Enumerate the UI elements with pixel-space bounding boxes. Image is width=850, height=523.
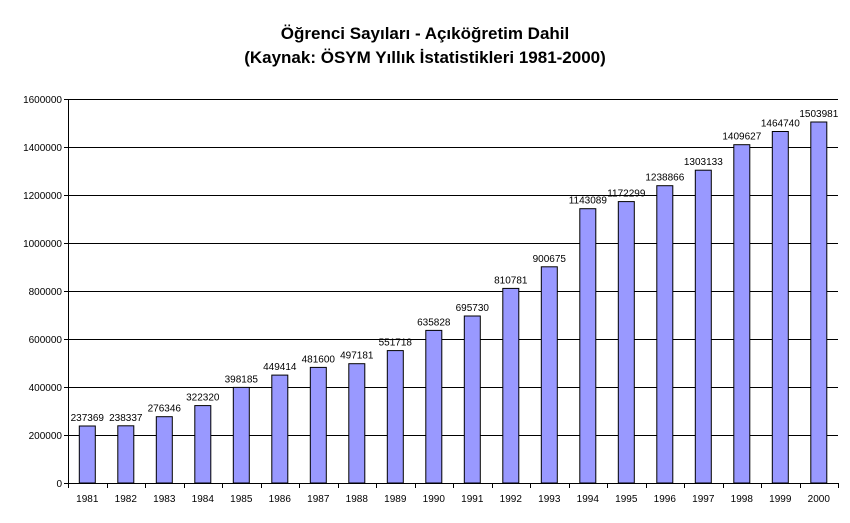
bar bbox=[463, 315, 481, 484]
bar bbox=[194, 405, 212, 484]
bar bbox=[810, 121, 828, 484]
x-tick-label: 1981 bbox=[76, 494, 99, 505]
data-label: 1303133 bbox=[684, 157, 723, 168]
x-tick-label: 1998 bbox=[731, 494, 754, 505]
data-label: 1143089 bbox=[569, 196, 608, 207]
x-tick-label: 1997 bbox=[692, 494, 715, 505]
data-label: 1464740 bbox=[761, 119, 800, 130]
y-tick-label: 600000 bbox=[29, 335, 63, 346]
data-label: 1238866 bbox=[645, 173, 684, 184]
bar bbox=[502, 287, 520, 484]
data-label: 238337 bbox=[109, 413, 143, 424]
x-tick-label: 1992 bbox=[500, 494, 523, 505]
data-label: 695730 bbox=[456, 303, 490, 314]
data-label: 481600 bbox=[302, 354, 336, 365]
x-tick-label: 1986 bbox=[269, 494, 292, 505]
data-label: 1172299 bbox=[607, 189, 646, 200]
bar bbox=[656, 185, 674, 484]
data-label: 276346 bbox=[148, 404, 182, 415]
x-tick-label: 1985 bbox=[230, 494, 253, 505]
gridlines bbox=[68, 99, 838, 436]
chart-title-block: Öğrenci Sayıları - Açıköğretim Dahil (Ka… bbox=[0, 22, 850, 70]
bar bbox=[733, 144, 751, 484]
chart-title: Öğrenci Sayıları - Açıköğretim Dahil bbox=[280, 24, 570, 43]
x-tick-label: 1982 bbox=[115, 494, 138, 505]
bar bbox=[386, 350, 404, 484]
data-label: 810781 bbox=[494, 275, 528, 286]
y-tick-label: 1200000 bbox=[23, 191, 62, 202]
y-tick-label: 200000 bbox=[29, 431, 63, 442]
data-label: 398185 bbox=[225, 374, 259, 385]
bar bbox=[155, 416, 173, 484]
bar bbox=[540, 266, 558, 484]
x-tick-label: 2000 bbox=[808, 494, 831, 505]
y-tick-label: 0 bbox=[56, 479, 62, 490]
x-tick-label: 1990 bbox=[423, 494, 446, 505]
bar bbox=[78, 425, 96, 484]
y-tick-label: 400000 bbox=[29, 383, 63, 394]
x-tick-label: 1994 bbox=[577, 494, 600, 505]
data-label: 635828 bbox=[417, 317, 451, 328]
x-tick-label: 1991 bbox=[461, 494, 484, 505]
bar bbox=[348, 363, 366, 484]
y-tick-label: 1000000 bbox=[23, 239, 62, 250]
bar bbox=[309, 366, 327, 484]
bars bbox=[78, 121, 828, 484]
y-tick-label: 1400000 bbox=[23, 143, 62, 154]
x-tick-label: 1989 bbox=[384, 494, 407, 505]
bar bbox=[232, 386, 250, 484]
data-label: 449414 bbox=[263, 362, 297, 373]
data-label: 237369 bbox=[71, 413, 105, 424]
data-label: 900675 bbox=[533, 254, 567, 265]
labels: 0 200000 400000 600000 800000 1000000 1200000 1… bbox=[23, 95, 839, 505]
data-label: 322320 bbox=[186, 393, 220, 404]
bar bbox=[771, 131, 789, 484]
chart-subtitle: (Kaynak: ÖSYM Yıllık İstatistikleri 1981… bbox=[244, 48, 606, 67]
y-tick-label: 1600000 bbox=[23, 95, 62, 106]
data-label: 497181 bbox=[340, 351, 374, 362]
y-tick-label: 800000 bbox=[29, 287, 63, 298]
bar bbox=[694, 169, 712, 484]
bar bbox=[271, 374, 289, 484]
data-label: 1503981 bbox=[799, 109, 838, 120]
x-tick-label: 1995 bbox=[615, 494, 638, 505]
axes bbox=[64, 99, 839, 488]
x-tick-label: 1988 bbox=[346, 494, 369, 505]
x-tick-label: 1983 bbox=[153, 494, 176, 505]
x-tick-label: 1993 bbox=[538, 494, 561, 505]
x-tick-label: 1984 bbox=[192, 494, 215, 505]
x-tick-label: 1987 bbox=[307, 494, 330, 505]
x-tick-label: 1999 bbox=[769, 494, 792, 505]
bar bbox=[579, 208, 597, 484]
bar bbox=[117, 425, 135, 484]
bar bbox=[425, 329, 443, 484]
bar bbox=[617, 201, 635, 484]
data-label: 551718 bbox=[379, 338, 413, 349]
x-tick-label: 1996 bbox=[654, 494, 677, 505]
data-label: 1409627 bbox=[722, 132, 761, 143]
